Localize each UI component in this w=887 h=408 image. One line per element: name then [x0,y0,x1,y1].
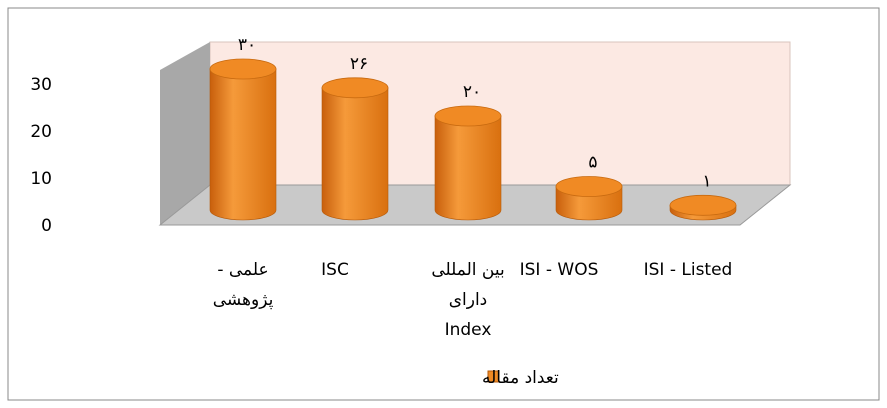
x-tick-label: ISC [321,260,349,280]
bar-top [209,58,277,80]
value-label: ۲۶ [350,54,368,74]
bar-body [209,68,277,221]
value-label: ۳۰ [238,35,256,55]
bar-top [669,194,737,216]
y-tick-label: 20 [30,122,52,142]
bar-top [434,105,502,127]
bar-top [555,176,623,197]
value-label: ۵ [588,153,597,173]
x-tick-label: بین المللی دارای Index [431,260,505,340]
y-tick-label: 10 [30,169,52,189]
side-wall [160,42,210,225]
x-tick-label: ISI - WOS [519,260,599,280]
bar [321,77,389,221]
x-tick-label: علمی - پژوهشی [212,260,274,310]
legend-swatch [487,370,500,383]
value-label: ۲۰ [463,82,481,102]
bar [555,176,623,221]
bar-body [434,115,502,221]
bar [209,58,277,221]
y-tick-label: 0 [41,216,52,236]
bar [434,105,502,221]
value-label: ۱ [702,171,711,191]
legend-label: تعداد مقاله [482,368,559,388]
bar-top [321,77,389,99]
x-tick-label: ISI - Listed [643,260,733,280]
bar-body [321,87,389,221]
y-tick-label: 30 [30,75,52,95]
bar [669,194,737,221]
